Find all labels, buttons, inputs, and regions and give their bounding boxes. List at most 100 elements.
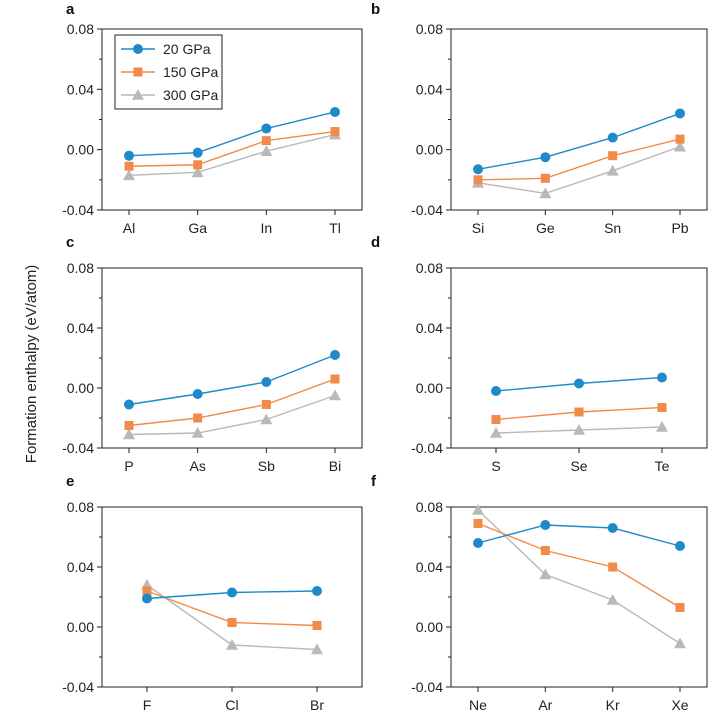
data-point — [123, 428, 135, 440]
panel-f: f -0.04 0.00 0.04 0.08 Ne Ar Kr Xe — [371, 473, 708, 713]
y-tick-label: 0.04 — [416, 559, 443, 575]
panel-letter: c — [66, 234, 74, 251]
x-tick-label: Sb — [258, 458, 275, 474]
y-tick-label: -0.04 — [62, 202, 94, 218]
data-point — [539, 187, 552, 199]
x-tick-label: In — [260, 220, 272, 236]
data-point — [574, 407, 584, 417]
legend: 20 GPa 150 GPa 300 GPa — [114, 34, 223, 110]
panel-letter: a — [66, 1, 75, 18]
data-point — [123, 169, 135, 181]
x-tick-label: Tl — [329, 220, 341, 236]
data-point — [573, 424, 585, 435]
data-point — [260, 145, 273, 156]
panel-a: a -0.04 0.00 0.04 0.08 Al Ga In Tl 20 GPa 150 GPa 3… — [62, 1, 363, 236]
panel-b: b -0.04 0.00 0.04 0.08 Si Ge Sn Pb — [371, 1, 708, 236]
data-point — [540, 152, 551, 163]
series-line — [477, 138, 681, 181]
data-point — [124, 150, 134, 161]
data-point — [330, 127, 340, 137]
x-tick-label: Ga — [188, 220, 207, 236]
data-point — [191, 166, 204, 178]
y-tick-label: -0.04 — [411, 440, 443, 456]
data-point — [657, 372, 667, 383]
data-point — [193, 413, 203, 423]
data-point — [261, 123, 272, 134]
x-tick-label: Sn — [604, 220, 621, 236]
y-tick-label: 0.04 — [416, 81, 443, 97]
data-point — [607, 523, 618, 533]
data-point — [606, 594, 619, 605]
x-tick-label: Bi — [329, 458, 341, 474]
data-point — [124, 421, 134, 430]
data-point — [608, 562, 618, 572]
data-point — [675, 541, 685, 551]
x-tick-label: Ne — [469, 697, 487, 713]
series-line — [128, 394, 336, 436]
data-point — [473, 175, 483, 185]
legend-label: 300 GPa — [163, 87, 218, 103]
data-point — [491, 415, 501, 424]
panel-e: e -0.04 0.00 0.04 0.08 F Cl Br — [62, 473, 363, 713]
data-point — [142, 593, 152, 604]
x-tick-label: S — [491, 458, 500, 474]
data-point — [674, 637, 686, 649]
legend-label: 20 GPa — [163, 41, 211, 57]
data-point — [656, 421, 668, 432]
x-tick-label: Al — [123, 220, 135, 236]
panel-frame — [450, 28, 708, 211]
y-tick-label: 0.00 — [416, 142, 443, 158]
x-tick-label: Br — [310, 697, 324, 713]
data-point — [540, 173, 550, 183]
data-point — [191, 427, 204, 438]
panel-letter: e — [66, 473, 74, 490]
panels: a -0.04 0.00 0.04 0.08 Al Ga In Tl 20 GPa 150 GPa 3… — [62, 1, 708, 713]
data-point — [473, 519, 483, 528]
data-point — [608, 151, 618, 161]
data-point — [227, 618, 237, 627]
data-point — [311, 643, 323, 655]
data-point — [539, 568, 552, 580]
panel-letter: b — [371, 1, 380, 18]
y-tick-label: 0.00 — [67, 142, 94, 158]
data-point — [490, 427, 502, 438]
data-point — [193, 160, 203, 170]
panel-letter: f — [371, 473, 377, 490]
data-point — [540, 546, 550, 555]
x-tick-label: Ar — [538, 697, 552, 713]
series-line — [128, 130, 336, 167]
panel-d: d -0.04 0.00 0.04 0.08 S Se Te — [371, 234, 708, 474]
y-tick-label: 0.08 — [416, 260, 443, 276]
data-point — [261, 400, 271, 409]
data-point — [473, 538, 483, 548]
legend-marker — [133, 67, 143, 77]
data-point — [226, 639, 238, 650]
series-line — [477, 112, 681, 170]
data-point — [260, 413, 273, 425]
x-tick-label: Te — [655, 458, 670, 474]
series-line — [477, 145, 681, 195]
data-point — [192, 147, 203, 158]
y-tick-label: 0.00 — [67, 619, 94, 635]
y-tick-label: 0.04 — [416, 320, 443, 336]
data-point — [312, 586, 322, 596]
data-point — [142, 586, 152, 596]
panel-c: c -0.04 0.00 0.04 0.08 P As Sb Bi — [62, 234, 363, 474]
panel-frame — [450, 506, 708, 688]
data-point — [472, 504, 484, 515]
x-tick-label: Se — [570, 458, 587, 474]
data-point — [124, 399, 134, 410]
data-point — [330, 350, 340, 360]
data-point — [657, 403, 667, 412]
y-tick-label: 0.04 — [67, 559, 94, 575]
series-line — [128, 378, 336, 427]
data-point — [675, 603, 685, 612]
x-tick-label: Xe — [671, 697, 688, 713]
panel-frame — [450, 267, 708, 449]
panel-frame — [101, 267, 363, 449]
series-line — [477, 522, 681, 609]
x-tick-label: As — [189, 458, 205, 474]
x-tick-label: P — [124, 458, 133, 474]
data-point — [540, 520, 551, 530]
